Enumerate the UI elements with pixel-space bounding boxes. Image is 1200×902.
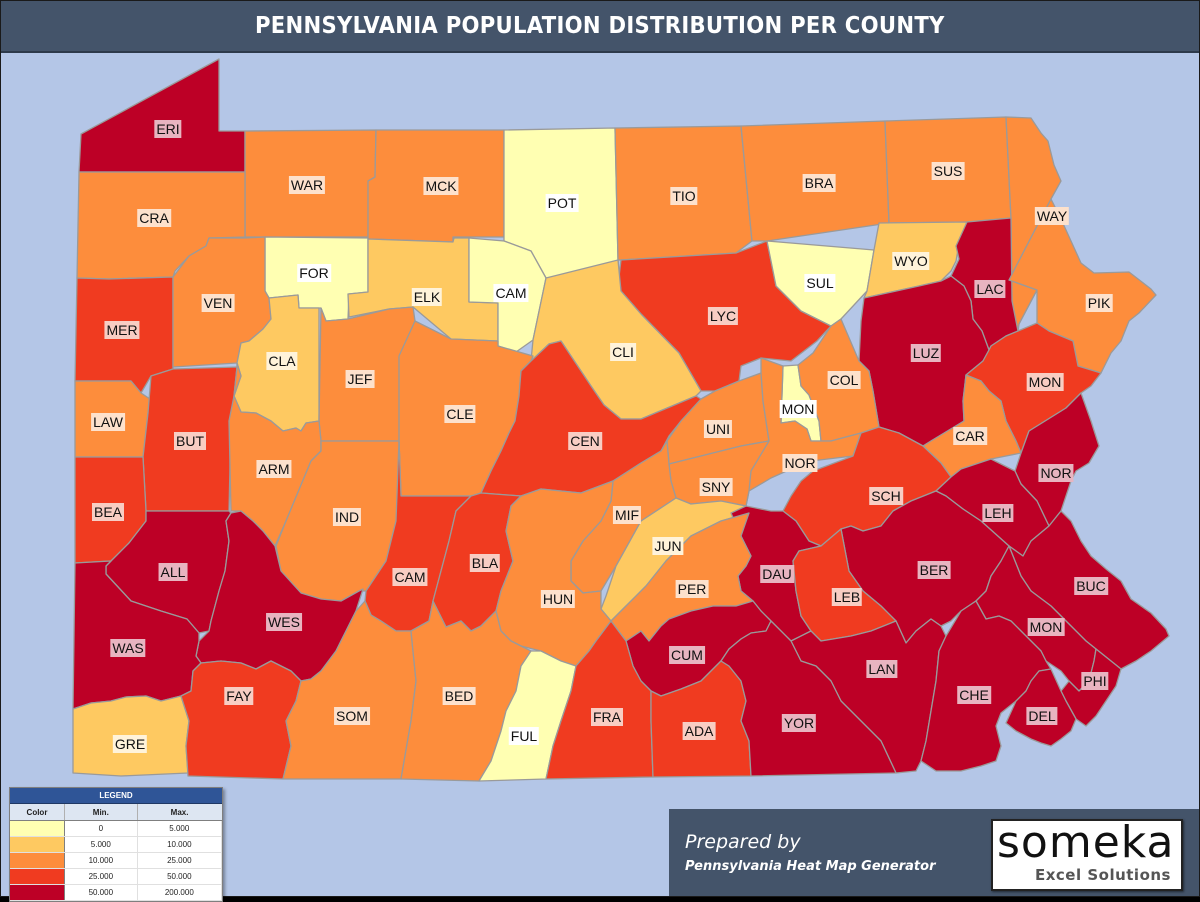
county-GRE[interactable] [72, 695, 190, 777]
county-WAR[interactable] [244, 129, 377, 238]
title-bar: PENNSYLVANIA POPULATION DISTRIBUTION PER… [1, 1, 1199, 53]
legend-max: 200.000 [137, 884, 223, 901]
county-MCK[interactable] [367, 129, 505, 243]
legend-max: 5.000 [137, 820, 223, 837]
legend-min: 10.000 [64, 852, 138, 869]
county-YOR[interactable] [720, 620, 897, 777]
someka-logo[interactable]: someka Excel Solutions [991, 817, 1183, 891]
legend-swatch [10, 868, 65, 885]
legend: LEGEND Color Min. Max. 0 5.000 5.000 10.… [9, 787, 223, 902]
county-PIK[interactable] [1008, 198, 1157, 374]
legend-min: 0 [64, 820, 138, 837]
legend-row: 0 5.000 [10, 820, 223, 837]
legend-min: 5.000 [64, 836, 138, 853]
page-title: PENNSYLVANIA POPULATION DISTRIBUTION PER… [255, 13, 945, 39]
county-FAY[interactable] [180, 660, 302, 780]
legend-max: 10.000 [137, 836, 223, 853]
generator-name: Pennsylvania Heat Map Generator [685, 859, 936, 874]
legend-swatch [10, 820, 65, 837]
legend-swatch [10, 836, 65, 853]
legend-swatch [10, 884, 65, 901]
pennsylvania-map: .t0{fill:#ffffb2}.t1{fill:#fec961}.t2{fi… [72, 58, 1170, 782]
legend-header-max: Max. [137, 804, 222, 821]
legend-swatch [10, 852, 65, 869]
county-SUS[interactable] [884, 116, 1012, 224]
county-BRA[interactable] [740, 120, 890, 242]
footer-panel: Prepared by Pennsylvania Heat Map Genera… [669, 809, 1199, 896]
logo-wordmark: someka [997, 817, 1175, 868]
county-ERI[interactable] [78, 58, 246, 173]
legend-header-min: Min. [64, 804, 138, 821]
legend-row: 5.000 10.000 [10, 836, 223, 853]
legend-row: 25.000 50.000 [10, 868, 223, 885]
county-SOM[interactable] [282, 600, 417, 780]
legend-row: 50.000 200.000 [10, 884, 223, 901]
county-LAW[interactable] [74, 380, 154, 458]
legend-max: 25.000 [137, 852, 223, 869]
legend-table: Color Min. Max. 0 5.000 5.000 10.000 10.… [10, 804, 223, 901]
legend-row: 10.000 25.000 [10, 852, 223, 869]
prepared-by-label: Prepared by [685, 831, 801, 853]
county-BUT[interactable] [142, 366, 238, 512]
legend-min: 25.000 [64, 868, 138, 885]
county-TIO[interactable] [614, 125, 753, 261]
legend-min: 50.000 [64, 884, 138, 901]
legend-header-color: Color [10, 804, 65, 821]
legend-title: LEGEND [10, 788, 222, 804]
legend-max: 50.000 [137, 868, 223, 885]
logo-tagline: Excel Solutions [1034, 866, 1171, 884]
